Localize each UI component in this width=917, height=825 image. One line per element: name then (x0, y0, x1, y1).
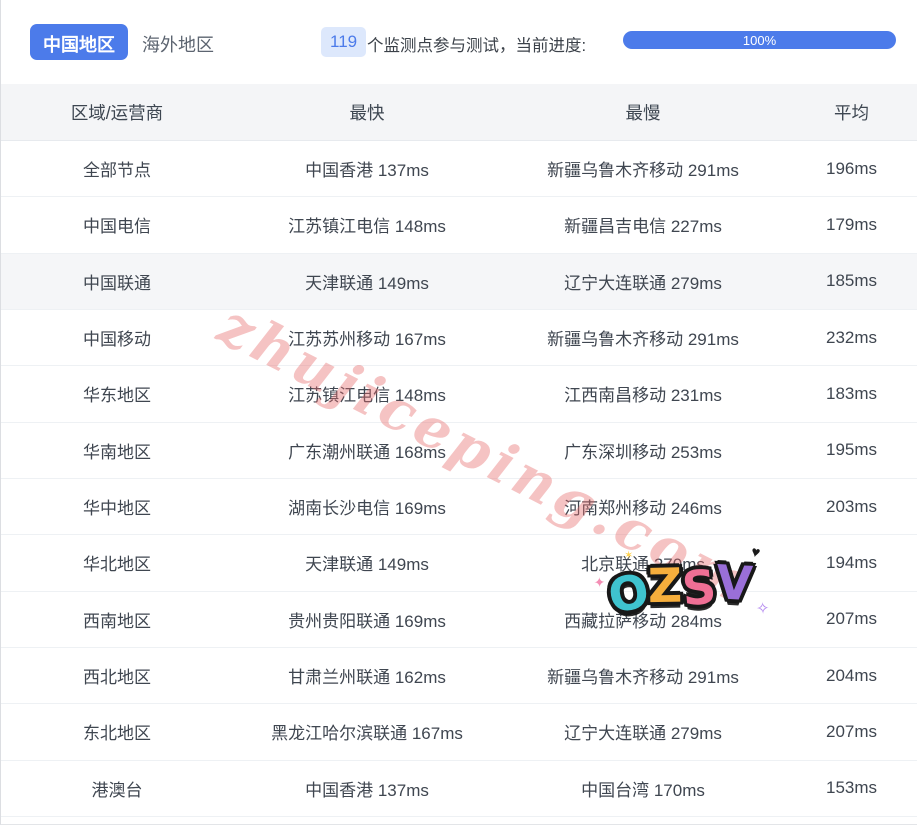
table-row: 中国移动 江苏苏州移动 167ms 新疆乌鲁木齐移动 291ms 232ms (1, 309, 917, 367)
slowest-cell: 广东深圳移动 253ms (564, 442, 722, 462)
progress-bar: 100% (623, 31, 896, 49)
region-cell: 中国移动 (83, 330, 151, 350)
table-row: 西南地区 贵州贵阳联通 169ms 西藏拉萨移动 284ms 207ms (1, 591, 917, 648)
table-row: 中国电信 江苏镇江电信 148ms 新疆昌吉电信 227ms 179ms (1, 197, 917, 254)
table-body: 全部节点 中国香港 137ms 新疆乌鲁木齐移动 291ms 196ms 中国电信 江苏镇… (1, 141, 917, 817)
monitor-count-badge: 119 (321, 27, 367, 57)
region-cell: 华北地区 (83, 555, 151, 575)
region-cell: 全部节点 (83, 161, 151, 181)
slowest-cell: 新疆乌鲁木齐移动 291ms (547, 330, 739, 350)
tab-china-region[interactable]: 中国地区 (30, 24, 128, 60)
region-cell: 港澳台 (91, 780, 143, 800)
fastest-cell: 天津联通 149ms (305, 555, 429, 575)
progress-fill: 100% (623, 31, 896, 49)
fastest-cell: 广东潮州联通 168ms (288, 442, 446, 462)
region-cell: 东北地区 (83, 724, 151, 744)
fastest-cell: 江苏镇江电信 148ms (288, 386, 446, 406)
region-cell: 中国电信 (83, 217, 151, 237)
region-cell: 华中地区 (83, 499, 151, 519)
table-row: 华北地区 天津联通 149ms 北京联通 270ms 194ms (1, 535, 917, 592)
status-text: 个监测点参与测试，当前进度: (367, 37, 587, 55)
region-cell: 华东地区 (83, 386, 151, 406)
region-cell: 华南地区 (83, 442, 151, 462)
fastest-cell: 黑龙江哈尔滨联通 167ms (271, 724, 463, 744)
avg-cell: 153ms (825, 778, 878, 798)
avg-cell: 196ms (825, 158, 878, 178)
slowest-cell: 辽宁大连联通 279ms (564, 273, 722, 293)
slowest-cell: 北京联通 270ms (581, 555, 705, 575)
header-slowest: 最慢 (625, 102, 661, 123)
header-average: 平均 (834, 102, 869, 123)
slowest-cell: 新疆昌吉电信 227ms (564, 217, 722, 237)
avg-cell: 195ms (825, 440, 878, 460)
fastest-cell: 贵州贵阳联通 169ms (288, 611, 446, 631)
fastest-cell: 江苏镇江电信 148ms (288, 217, 446, 237)
header-fastest: 最快 (349, 102, 385, 123)
latency-table: 区域/运营商 最快 最慢 平均 全部节点 中国香港 137ms 新疆乌鲁木齐移动 2… (1, 84, 917, 817)
avg-cell: 207ms (825, 609, 878, 629)
progress-label: 100% (742, 32, 777, 48)
table-row: 东北地区 黑龙江哈尔滨联通 167ms 辽宁大连联通 279ms 207ms (1, 704, 917, 761)
table-row: 港澳台 中国香港 137ms 中国台湾 170ms 153ms (1, 760, 917, 817)
avg-cell: 179ms (825, 214, 878, 234)
slowest-cell: 中国台湾 170ms (581, 780, 705, 800)
tab-overseas-region[interactable]: 海外地区 (142, 35, 214, 55)
region-cell: 西南地区 (83, 611, 151, 631)
avg-cell: 203ms (825, 496, 878, 516)
header-region: 区域/运营商 (70, 102, 164, 123)
region-cell: 中国联通 (83, 273, 151, 293)
table-row: 华南地区 广东潮州联通 168ms 广东深圳移动 253ms 195ms (1, 422, 917, 479)
avg-cell: 232ms (825, 327, 878, 347)
table-header-row: 区域/运营商 最快 最慢 平均 (1, 84, 917, 141)
slowest-cell: 河南郑州移动 246ms (564, 499, 722, 519)
table-row: 西北地区 甘肃兰州联通 162ms 新疆乌鲁木齐移动 291ms 204ms (1, 647, 917, 705)
topbar: 中国地区 海外地区 119 个监测点参与测试，当前进度: 100% (1, 0, 917, 84)
slowest-cell: 新疆乌鲁木齐移动 291ms (547, 668, 739, 688)
slowest-cell: 西藏拉萨移动 284ms (564, 611, 722, 631)
avg-cell: 185ms (825, 271, 878, 291)
slowest-cell: 新疆乌鲁木齐移动 291ms (547, 161, 739, 181)
table-row: 华中地区 湖南长沙电信 169ms 河南郑州移动 246ms 203ms (1, 478, 917, 536)
slowest-cell: 辽宁大连联通 279ms (564, 724, 722, 744)
fastest-cell: 湖南长沙电信 169ms (288, 499, 446, 519)
table-row: 全部节点 中国香港 137ms 新疆乌鲁木齐移动 291ms 196ms (1, 141, 917, 198)
fastest-cell: 中国香港 137ms (305, 161, 429, 181)
fastest-cell: 江苏苏州移动 167ms (288, 330, 446, 350)
fastest-cell: 天津联通 149ms (305, 273, 429, 293)
fastest-cell: 中国香港 137ms (305, 780, 429, 800)
table-row: 华东地区 江苏镇江电信 148ms 江西南昌移动 231ms 183ms (1, 366, 917, 423)
table-row: 中国联通 天津联通 149ms 辽宁大连联通 279ms 185ms (1, 253, 917, 310)
avg-cell: 207ms (825, 721, 878, 741)
avg-cell: 183ms (825, 383, 878, 403)
fastest-cell: 甘肃兰州联通 162ms (288, 668, 446, 688)
slowest-cell: 江西南昌移动 231ms (564, 386, 722, 406)
avg-cell: 194ms (825, 552, 878, 572)
region-cell: 西北地区 (83, 668, 151, 688)
avg-cell: 204ms (825, 665, 878, 685)
